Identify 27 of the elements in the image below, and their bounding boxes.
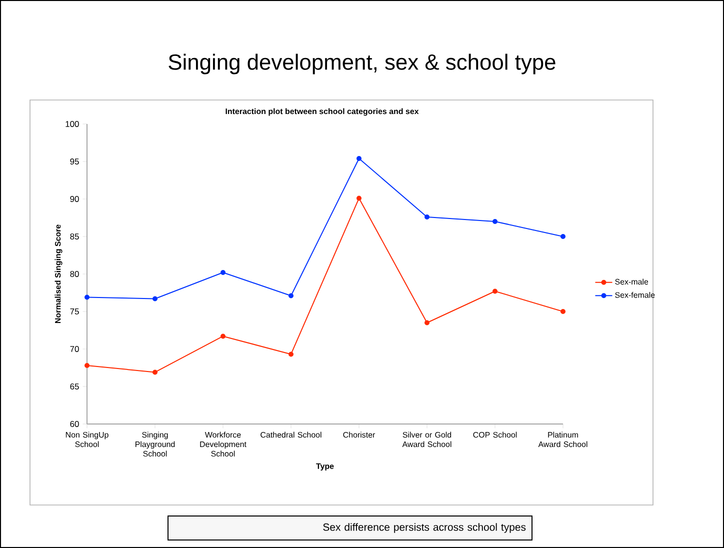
- point: [220, 270, 226, 275]
- point: [492, 218, 498, 224]
- point: [288, 293, 294, 298]
- y-tick-label: 80: [70, 270, 79, 277]
- y-tick-label: 90: [70, 196, 79, 202]
- chart-title: Singing development, sex & school type: [168, 54, 556, 74]
- point: [424, 214, 430, 220]
- point: [84, 294, 90, 300]
- point: [84, 362, 90, 368]
- y-tick-label: 85: [70, 233, 79, 240]
- point: [152, 370, 158, 375]
- point: [560, 308, 566, 314]
- y-tick-label: 95: [70, 158, 79, 164]
- point: [356, 196, 362, 201]
- y-tick-label: 70: [70, 346, 79, 352]
- y-tick-label: 100: [66, 120, 79, 127]
- point: [424, 320, 430, 326]
- point: [220, 334, 226, 339]
- point: [492, 288, 498, 294]
- y-tick-label: 75: [70, 308, 79, 314]
- y-tick-label: 65: [70, 383, 79, 390]
- point: [152, 296, 158, 302]
- point: [356, 156, 362, 161]
- text: Sex difference persists across school types: [323, 523, 526, 533]
- y-tick-label: 60: [70, 420, 79, 427]
- point: [560, 234, 566, 239]
- point: [288, 352, 294, 357]
